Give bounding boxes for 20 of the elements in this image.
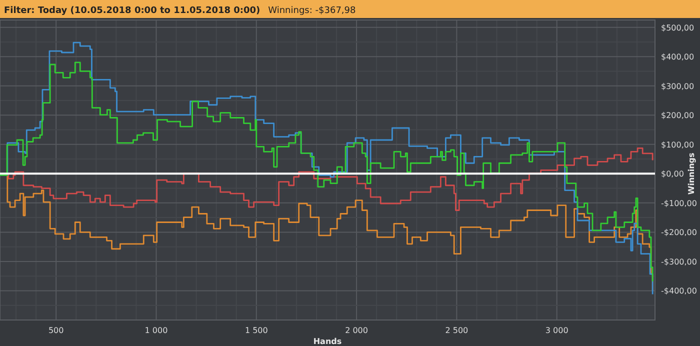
x-tick-label: 1 500 [244, 326, 268, 335]
y-tick-label: -$300,00 [661, 257, 697, 266]
chart-title: Filter: Today (10.05.2018 0:00 to 11.05.2018 0:00) [4, 6, 260, 16]
y-tick-label: $400,00 [661, 52, 694, 62]
y-axis-title: Winnings [687, 152, 696, 195]
chart-subtitle: Winnings: -$367,98 [268, 6, 356, 16]
y-tick-label: -$100,00 [661, 198, 697, 208]
y-tick-label: $0,00 [661, 170, 684, 179]
x-axis-title: Hands [313, 337, 342, 346]
x-tick-label: 3 000 [545, 326, 568, 335]
x-tick-label: 500 [48, 326, 64, 335]
y-tick-label: $300,00 [661, 82, 694, 91]
y-tick-label: -$400,00 [661, 286, 697, 296]
y-tick-label: $500,00 [661, 23, 694, 32]
y-tick-label: $100,00 [661, 140, 694, 150]
x-tick-label: 1 000 [144, 326, 168, 335]
x-tick-label: 2 500 [445, 326, 468, 335]
x-tick-label: 2 000 [345, 326, 368, 335]
y-tick-label: -$200,00 [661, 228, 697, 238]
y-tick-label: $200,00 [661, 111, 694, 120]
